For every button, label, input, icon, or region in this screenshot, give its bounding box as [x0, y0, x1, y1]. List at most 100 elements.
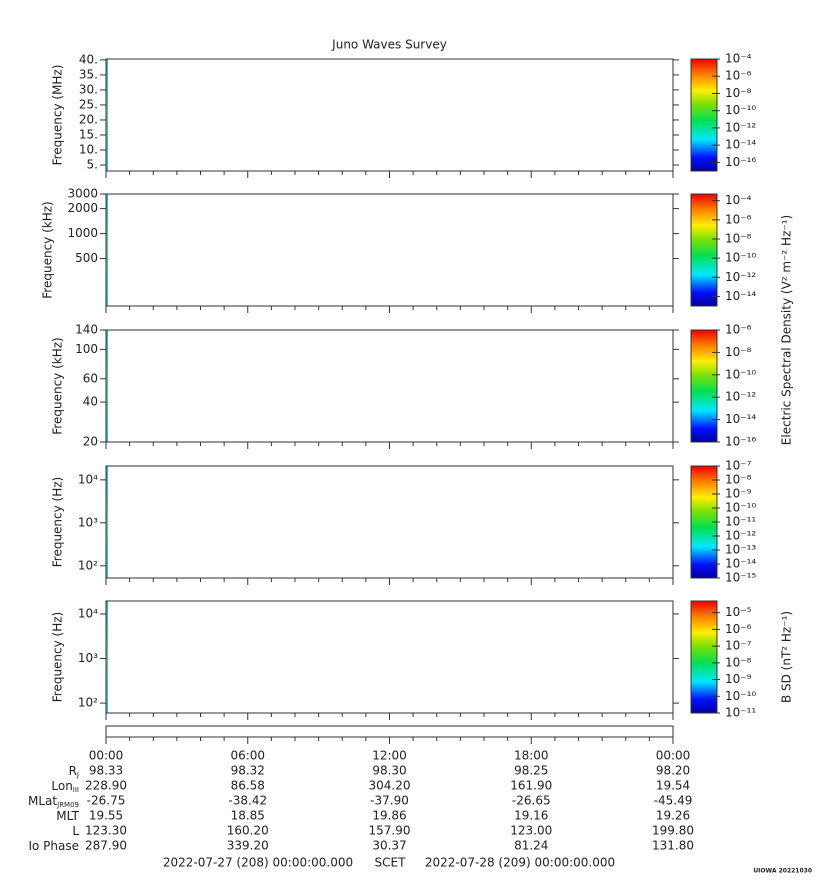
ephemeris-value: 98.33: [89, 764, 123, 778]
ephemeris-label: LonIII: [51, 779, 79, 795]
y-tick-label: 40.: [79, 52, 98, 66]
ephemeris-subscript: III: [73, 786, 79, 794]
colorbar-tick-label: 10⁻¹²: [725, 270, 756, 284]
ephemeris-name: MLT: [56, 809, 79, 823]
ephemeris-value: 19.86: [372, 809, 406, 823]
ephemeris-label: RJ: [69, 764, 79, 780]
colorbar-tick-label: 10⁻⁶: [725, 622, 752, 636]
colorbar-tick-label: 10⁻¹⁵: [725, 571, 756, 585]
colorbar-tick-label: 10⁻¹⁰: [725, 251, 756, 265]
ephemeris-label: MLatJRM09: [28, 794, 79, 810]
ephemeris-value: 19.26: [656, 809, 690, 823]
colorbar-tick-label: 10⁻¹⁴: [725, 138, 756, 152]
y-axis-label: Frequency (Hz): [51, 612, 65, 703]
data-strip: [106, 194, 108, 306]
colorbar-tick-label: 10⁻¹³: [725, 543, 756, 557]
y-tick-label: 20: [83, 435, 98, 449]
y-tick-label: 2000: [67, 201, 98, 215]
y-tick-label: 140: [75, 323, 98, 337]
ephemeris-value: 19.55: [89, 809, 123, 823]
y-tick-label: 10²: [78, 558, 98, 572]
colorbar-label: Electric Spectral Density (V² m⁻² Hz⁻¹): [780, 215, 794, 445]
y-tick-label: 10⁴: [78, 472, 98, 486]
ephemeris-label: Io Phase: [28, 839, 79, 853]
y-axis-label: Frequency (Hz): [51, 477, 65, 568]
colorbar-tick-label: 10⁻⁶: [725, 323, 752, 337]
ephemeris-label: MLT: [56, 809, 79, 823]
ephemeris-value: -26.75: [87, 794, 126, 808]
colorbar-tick-label: 10⁻⁴: [725, 193, 752, 207]
plot-frame: [105, 465, 674, 579]
y-tick-label: 100: [75, 342, 98, 356]
colorbar-tick-label: 10⁻¹¹: [725, 706, 756, 720]
ephemeris-value: 123.00: [510, 824, 552, 838]
colorbar-tick-label: 10⁻¹⁰: [725, 501, 756, 515]
y-axis-label: Frequency (MHz): [51, 65, 65, 166]
ephemeris-value: 18.85: [231, 809, 265, 823]
colorbar: [691, 59, 717, 171]
colorbar-tick-label: 10⁻¹⁴: [725, 557, 756, 571]
colorbar-tick-label: 10⁻¹⁰: [725, 103, 756, 117]
colorbar-tick-label: 10⁻⁸: [725, 345, 752, 359]
ephemeris-value: 161.90: [510, 779, 552, 793]
plot-frame: [105, 193, 674, 307]
data-strip: [106, 601, 108, 713]
ephemeris-value: 98.25: [514, 764, 548, 778]
colorbar-frame: [690, 329, 718, 443]
colorbar-frame: [690, 600, 718, 714]
y-tick-label: 10³: [78, 515, 98, 529]
colorbar-tick-label: 10⁻⁸: [725, 86, 752, 100]
colorbar-frame: [690, 58, 718, 172]
ephemeris-subscript: JRM09: [56, 801, 79, 809]
ephemeris-value: 131.80: [652, 839, 694, 853]
colorbar-tick-label: 10⁻¹⁶: [725, 435, 756, 449]
colorbar-tick-label: 10⁻⁷: [725, 639, 752, 653]
ephemeris-label: L: [72, 824, 79, 838]
ephemeris-value: 160.20: [227, 824, 269, 838]
x-tick-label: 00:00: [656, 749, 691, 763]
data-strip: [106, 466, 108, 578]
colorbar-tick-label: 10⁻⁸: [725, 655, 752, 669]
colorbar-tick-label: 10⁻⁴: [725, 52, 752, 66]
ephemeris-value: 228.90: [85, 779, 127, 793]
y-tick-label: 5.: [87, 157, 98, 171]
y-tick-label: 3000: [67, 187, 98, 201]
colorbar-tick-label: 10⁻¹²: [725, 529, 756, 543]
ephemeris-name: MLat: [28, 794, 57, 808]
colorbar-tick-label: 10⁻¹¹: [725, 515, 756, 529]
y-axis-label: Frequency (kHz): [41, 201, 55, 298]
colorbar-tick-label: 10⁻⁹: [725, 672, 752, 686]
colorbar-tick-label: 10⁻⁹: [725, 487, 752, 501]
ephemeris-value: -26.65: [512, 794, 551, 808]
colorbar-tick-label: 10⁻¹²: [725, 120, 756, 134]
y-tick-label: 10.: [79, 142, 98, 156]
ephemeris-subscript: J: [76, 771, 79, 779]
x-tick-label: 12:00: [372, 749, 407, 763]
y-tick-label: 20.: [79, 112, 98, 126]
footer-start: 2022-07-27 (208) 00:00:00.000: [163, 856, 353, 870]
y-tick-label: 30.: [79, 82, 98, 96]
colorbar-frame: [690, 193, 718, 307]
ephemeris-value: 304.20: [369, 779, 411, 793]
ephemeris-name: Lon: [51, 779, 72, 793]
ephemeris-value: 19.16: [514, 809, 548, 823]
y-tick-label: 10⁴: [78, 606, 98, 620]
ephemeris-value: -45.49: [654, 794, 693, 808]
ephemeris-value: 287.90: [85, 839, 127, 853]
footer-end: 2022-07-28 (209) 00:00:00.000: [425, 856, 615, 870]
colorbar-label: B SD (nT² Hz⁻¹): [780, 611, 794, 703]
y-tick-label: 10²: [78, 696, 98, 710]
colorbar-tick-label: 10⁻¹⁶: [725, 155, 756, 169]
plot-frame: [105, 58, 674, 172]
y-tick-label: 40: [83, 395, 98, 409]
colorbar-tick-label: 10⁻⁶: [725, 69, 752, 83]
data-strip: [106, 59, 108, 171]
y-tick-label: 60: [83, 371, 98, 385]
ephemeris-value: 157.90: [369, 824, 411, 838]
data-strip: [106, 330, 108, 442]
colorbar: [691, 601, 717, 713]
colorbar-tick-label: 10⁻¹⁰: [725, 367, 756, 381]
colorbar-tick-label: 10⁻¹⁴: [725, 412, 756, 426]
ephemeris-value: 98.20: [656, 764, 690, 778]
ephemeris-name: Io Phase: [28, 839, 79, 853]
